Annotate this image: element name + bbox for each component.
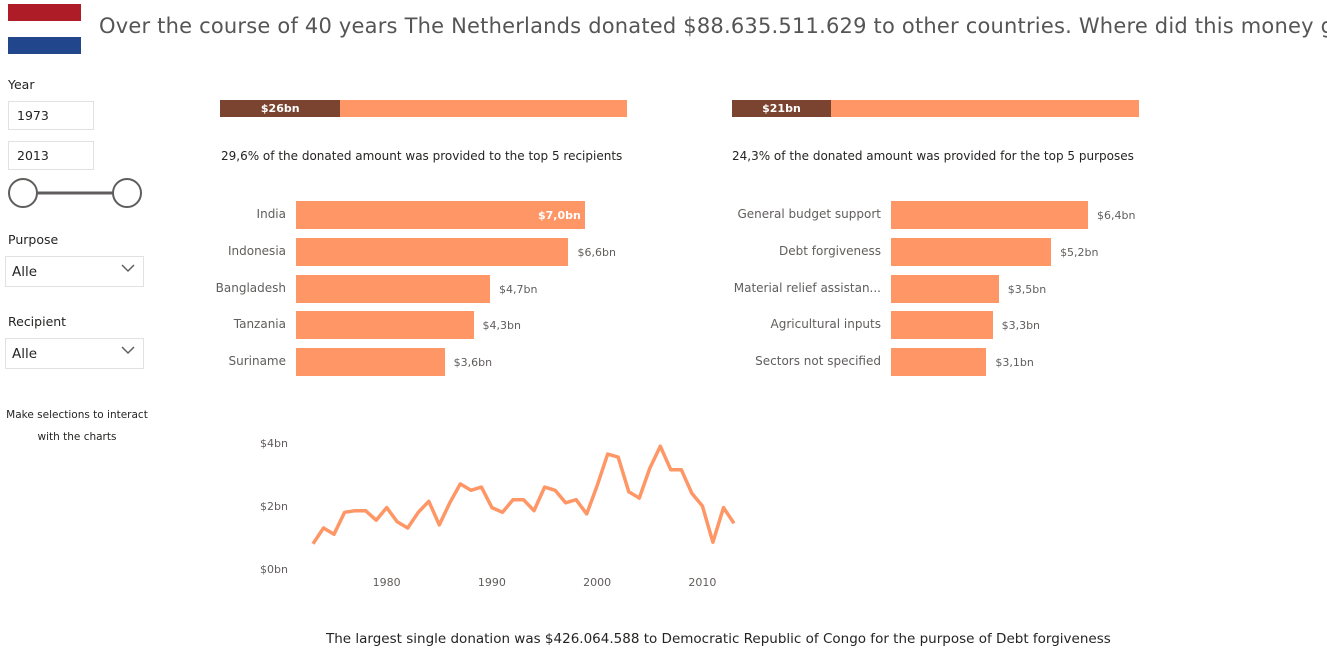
- flag-stripe-blue: [8, 37, 81, 54]
- recipients-progress-label: $26bn: [260, 102, 300, 115]
- recipient-category-label: Suriname: [228, 354, 286, 368]
- chevron-down-icon: [121, 346, 135, 355]
- slider-handle-start[interactable]: [8, 178, 38, 208]
- purpose-category-label: General budget support: [737, 207, 881, 221]
- recipients-progress-fill: [220, 100, 341, 117]
- purpose-bar[interactable]: [891, 274, 999, 303]
- recipient-category-label: Indonesia: [227, 243, 286, 258]
- recipients-progress-bar: $26bn: [220, 100, 627, 117]
- purpose-value-label: $6,4bn: [1097, 209, 1136, 222]
- year-range-slider[interactable]: [6, 177, 146, 211]
- purpose-dropdown-value: Alle: [12, 264, 38, 280]
- purpose-category-label: Agricultural inputs: [770, 317, 882, 332]
- x-tick-label: 2000: [583, 576, 611, 589]
- recipient-bar[interactable]: [296, 201, 585, 229]
- recipient-value-label: $3,6bn: [453, 356, 493, 369]
- purpose-category-label: Debt forgiveness: [779, 243, 881, 258]
- purpose-label: Purpose: [8, 232, 59, 247]
- recipient-bar[interactable]: [296, 311, 474, 340]
- recipients-subtitle: 29,6% of the donated amount was provided…: [221, 149, 623, 163]
- purpose-dropdown[interactable]: Alle: [5, 256, 144, 287]
- recipient-value-label: $6,6bn: [577, 245, 616, 259]
- x-tick-label: 2010: [688, 576, 716, 589]
- year-start-input[interactable]: 1973: [8, 101, 94, 130]
- purpose-category-label: Sectors not specified: [755, 354, 881, 368]
- recipient-bar[interactable]: [296, 348, 445, 376]
- year-end-input[interactable]: 2013: [8, 141, 94, 170]
- purposes-progress-bar: $21bn: [732, 100, 1139, 117]
- purpose-bar[interactable]: [891, 348, 987, 376]
- x-tick-label: 1990: [478, 576, 506, 589]
- purpose-value-label: $3,3bn: [1001, 319, 1041, 333]
- netherlands-flag: [8, 4, 81, 54]
- y-tick-label: $0bn: [260, 563, 288, 576]
- flag-stripe-red: [8, 4, 81, 21]
- recipient-value-label: $4,3bn: [482, 319, 521, 333]
- interaction-hint: Make selections to interact with the cha…: [6, 409, 148, 443]
- recipient-value-label: $7,0bn: [538, 209, 581, 222]
- recipient-label: Recipient: [8, 314, 67, 329]
- y-tick-label: $4bn: [260, 437, 288, 450]
- recipient-value-label: $4,7bn: [499, 282, 538, 296]
- purposes-progress-label: $21bn: [762, 102, 801, 115]
- donations-series-line[interactable]: [311, 444, 736, 545]
- recipient-bar[interactable]: [296, 237, 569, 266]
- page-title: Over the course of 40 years The Netherla…: [99, 14, 1327, 38]
- y-tick-label: $2bn: [260, 500, 288, 513]
- purpose-value-label: $3,1bn: [995, 356, 1034, 369]
- recipient-category-label: Tanzania: [233, 317, 286, 332]
- slider-handle-end[interactable]: [112, 178, 142, 208]
- recipient-category-label: Bangladesh: [215, 280, 286, 295]
- purposes-progress-fill: [732, 100, 831, 117]
- purpose-bar[interactable]: [891, 237, 1052, 266]
- x-tick-label: 1980: [373, 576, 401, 589]
- recipient-dropdown[interactable]: Alle: [5, 338, 144, 369]
- recipient-dropdown-value: Alle: [12, 346, 38, 362]
- donations-over-time-chart: $0bn $2bn $4bn 1980 1990 2000 2010: [260, 437, 736, 589]
- year-label: Year: [8, 77, 35, 92]
- chevron-down-icon: [121, 264, 135, 273]
- purpose-category-label: Material relief assistan...: [733, 280, 881, 295]
- purpose-value-label: $5,2bn: [1060, 245, 1099, 259]
- purposes-subtitle: 24,3% of the donated amount was provided…: [732, 149, 1134, 163]
- recipient-category-label: India: [256, 207, 286, 221]
- purpose-value-label: $3,5bn: [1007, 282, 1047, 296]
- purpose-bar[interactable]: [891, 201, 1088, 229]
- largest-donation-note: The largest single donation was $426.064…: [326, 631, 1111, 647]
- flag-stripe-white: [8, 20, 81, 38]
- recipient-bar[interactable]: [296, 274, 491, 303]
- purpose-bar[interactable]: [891, 311, 993, 340]
